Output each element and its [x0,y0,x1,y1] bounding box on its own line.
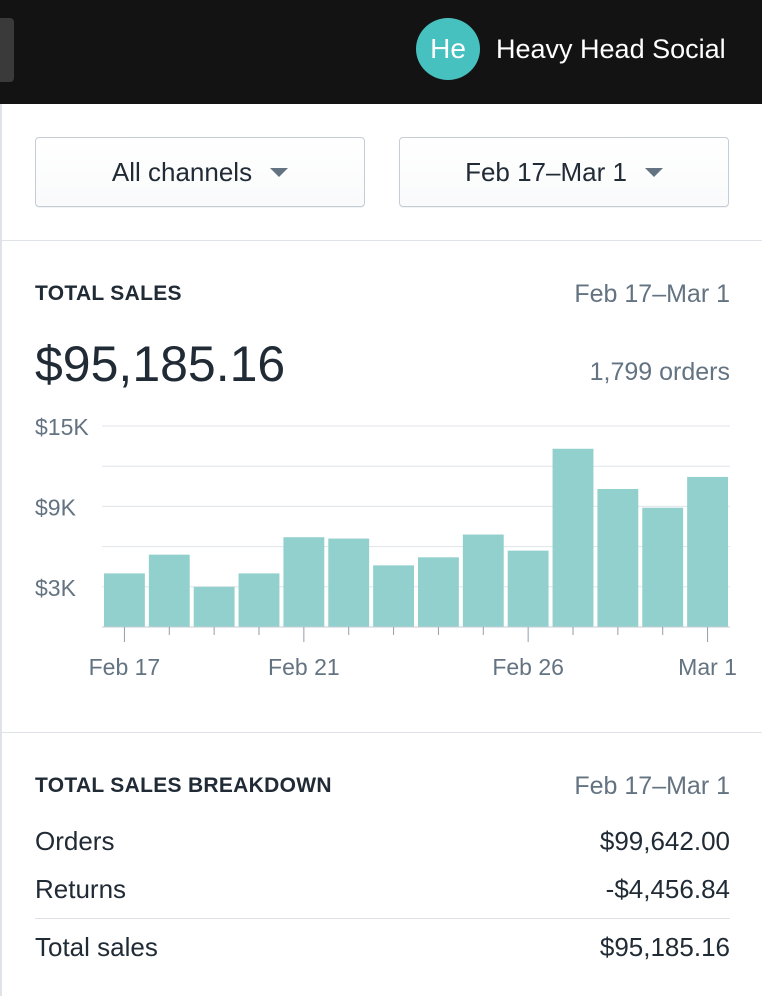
total-sales-date-range: Feb 17–Mar 1 [574,280,730,308]
top-bar: He Heavy Head Social [0,0,762,104]
section-divider [0,240,762,241]
x-tick-label: Feb 26 [492,654,564,680]
orders-count: 1,799 orders [589,358,730,386]
chevron-down-icon [270,167,289,177]
menu-button[interactable] [0,18,14,82]
date-range-label: Feb 17–Mar 1 [465,156,627,187]
breakdown-label: Returns [35,874,127,904]
breakdown-label: Orders [35,826,115,856]
y-tick-label: $3K [35,575,77,601]
chart-bar [104,573,145,627]
breakdown-row-returns: Returns -$4,456.84 [35,874,730,905]
breakdown-divider [35,918,730,919]
chart-bar [328,538,370,627]
store-avatar[interactable]: He [416,18,480,80]
chart-bar [193,586,235,627]
x-tick-label: Mar 1 [678,654,737,680]
y-tick-label: $9K [35,494,77,520]
y-tick-label: $15K [35,414,89,440]
breakdown-title: TOTAL SALES BREAKDOWN [35,774,332,797]
x-tick-label: Feb 17 [89,654,161,680]
chart-bar [687,476,728,627]
left-divider [0,104,2,996]
date-range-dropdown[interactable]: Feb 17–Mar 1 [399,137,729,207]
channel-filter-dropdown[interactable]: All channels [35,137,365,207]
breakdown-row-orders: Orders $99,642.00 [35,826,730,857]
chevron-down-icon [644,167,663,177]
breakdown-value: $95,185.16 [599,932,730,962]
chart-bar [148,554,190,627]
channel-filter-label: All channels [111,156,253,187]
store-name[interactable]: Heavy Head Social [496,34,726,64]
breakdown-label: Total sales [35,932,158,962]
chart-bar [373,565,414,627]
breakdown-value: $99,642.00 [599,826,730,856]
total-sales-amount: $95,185.16 [35,336,286,392]
chart-bar [642,507,684,627]
chart-bar [552,448,594,627]
chart-bar [507,550,549,627]
breakdown-value: -$4,456.84 [605,874,730,904]
chart-bar [597,488,639,627]
total-sales-title: TOTAL SALES [35,282,182,305]
breakdown-date-range: Feb 17–Mar 1 [574,772,730,800]
chart-bar [283,537,325,627]
chart-bar [418,557,459,627]
x-tick-label: Feb 21 [268,654,340,680]
chart-bar [462,534,504,627]
section-divider [0,732,762,733]
breakdown-row-total: Total sales $95,185.16 [35,932,730,963]
chart-bar [238,573,280,627]
sales-bar-chart: $15K $9K $3K Feb 17 Feb 21 Feb 26 Mar 1 [35,414,737,680]
